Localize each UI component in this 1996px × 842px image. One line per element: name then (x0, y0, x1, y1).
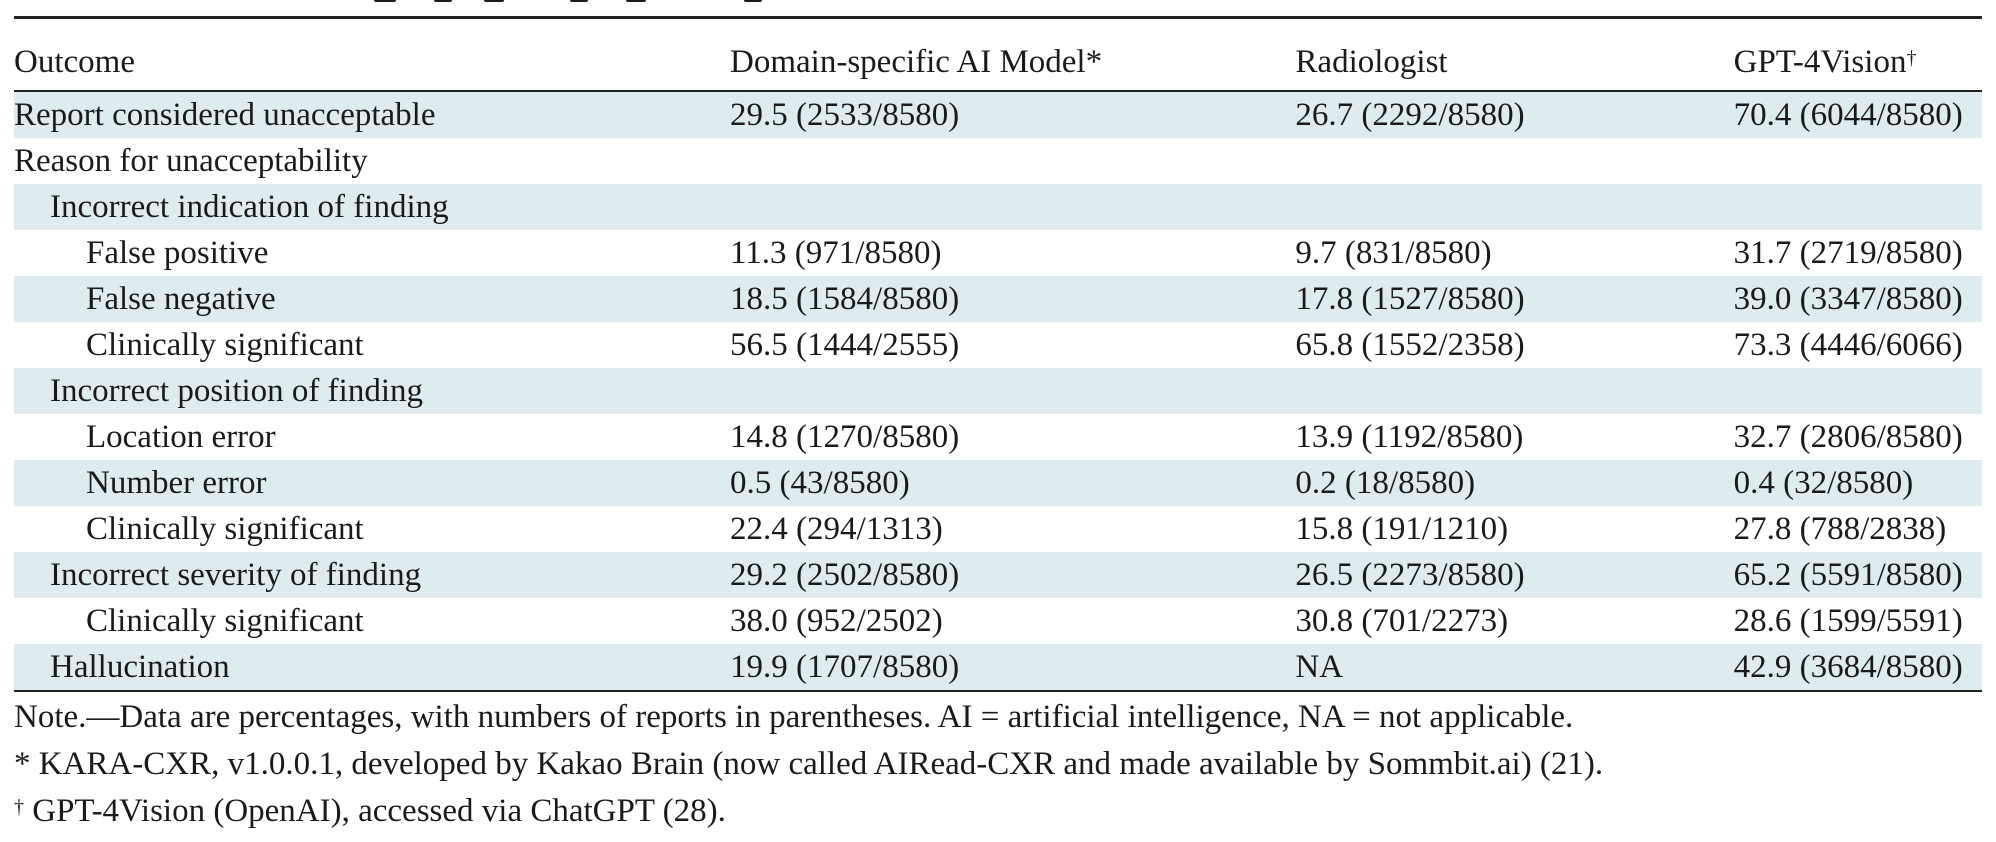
row-label: Location error (86, 419, 276, 455)
table-row: Incorrect severity of finding 29.2 (2502/… (14, 552, 1982, 598)
ai-model-value: 0.5 (43/8580) (730, 460, 1296, 506)
ai-model-value: 56.5 (1444/2555) (730, 327, 960, 363)
gpt-value (1733, 368, 1982, 414)
gpt-value (1733, 184, 1982, 230)
radiologist-value: 15.8 (191/1210) (1295, 511, 1509, 547)
radiologist-value (1295, 138, 1733, 184)
gpt-value: 70.4 (6044/8580) (1733, 91, 1982, 138)
table-row: Incorrect indication of finding (14, 184, 1982, 230)
gpt-value: 0.4 (32/8580) (1733, 460, 1982, 506)
radiologist-value: 30.8 (701/2273) (1295, 603, 1509, 639)
row-label: Incorrect severity of finding (14, 552, 731, 598)
radiologist-value (1295, 184, 1734, 230)
table-row: Hallucination 19.9 (1707/8580) NA 42.9 (368… (14, 644, 1982, 692)
radiologist-value: 0.2 (18/8580) (1295, 460, 1734, 506)
table-row: Clinically significant 38.0 (952/2502) 30.… (14, 598, 1982, 644)
table-body: Report considered unacceptable 29.5 (2533… (14, 91, 1982, 692)
header-radiologist: Radiologist (1295, 34, 1734, 92)
table-row: Report considered unacceptable 29.5 (2533… (14, 91, 1982, 138)
gpt-value: 42.9 (3684/8580) (1733, 644, 1982, 692)
ai-model-value: 29.5 (2533/8580) (730, 91, 1296, 138)
results-table: Outcome Domain-specific AI Model* Radiol… (14, 34, 1982, 692)
table-row: Reason for unacceptability (14, 138, 1982, 184)
ai-model-value: 11.3 (971/8580) (730, 235, 942, 271)
ai-model-value (730, 138, 1295, 184)
table-row: False negative 18.5 (1584/8580) 17.8 (1527… (14, 276, 1982, 322)
table-row: Location error 14.8 (1270/8580) 13.9 (1192… (14, 414, 1982, 460)
row-label: Clinically significant (86, 327, 364, 363)
header-ai-model-mark: * (1085, 44, 1103, 80)
footnote-dagger-text: GPT-4Vision (OpenAI), accessed via ChatG… (24, 793, 726, 829)
row-label: Clinically significant (86, 511, 364, 547)
row-label: Number error (14, 460, 731, 506)
table-row: Number error 0.5 (43/8580) 0.2 (18/8580) 0.… (14, 460, 1982, 506)
table-row: Incorrect position of finding (14, 368, 1982, 414)
radiologist-value: 26.5 (2273/8580) (1295, 552, 1734, 598)
ai-model-value: 22.4 (294/1313) (730, 511, 943, 547)
footnote-dagger-mark: † (14, 796, 24, 818)
ai-model-value: 18.5 (1584/8580) (730, 276, 1296, 322)
cropped-title-fragment (14, 0, 1982, 10)
table-top-rule (14, 16, 1982, 19)
row-label: Hallucination (14, 644, 731, 692)
row-label: Report considered unacceptable (14, 91, 731, 138)
ai-model-value (730, 184, 1296, 230)
row-label: Reason for unacceptability (14, 143, 368, 179)
ai-model-value (730, 368, 1296, 414)
header-ai-model-label: Domain-specific AI Model (730, 44, 1086, 80)
ai-model-value: 38.0 (952/2502) (730, 603, 943, 639)
table-row: False positive 11.3 (971/8580) 9.7 (831/85… (14, 230, 1982, 276)
gpt-value: 31.7 (2719/8580) (1733, 235, 1963, 271)
row-label: False positive (86, 235, 269, 271)
radiologist-value: 9.7 (831/8580) (1295, 235, 1492, 271)
footnote-star: * KARA-CXR, v1.0.0.1, developed by Kakao… (14, 746, 1604, 782)
header-outcome: Outcome (14, 34, 731, 92)
gpt-value: 39.0 (3347/8580) (1733, 276, 1982, 322)
ai-model-value: 29.2 (2502/8580) (730, 552, 1296, 598)
radiologist-value: 65.8 (1552/2358) (1295, 327, 1525, 363)
ai-model-value: 14.8 (1270/8580) (730, 419, 960, 455)
row-label: False negative (14, 276, 731, 322)
row-label: Incorrect position of finding (14, 368, 731, 414)
table-row: Clinically significant 56.5 (1444/2555) 65… (14, 322, 1982, 368)
ai-model-value: 19.9 (1707/8580) (730, 644, 1296, 692)
header-gpt-mark: † (1906, 47, 1917, 69)
gpt-value: 28.6 (1599/5591) (1733, 603, 1963, 639)
table-row: Clinically significant 22.4 (294/1313) 15.… (14, 506, 1982, 552)
header-gpt-label: GPT-4Vision (1733, 44, 1907, 80)
gpt-value: 65.2 (5591/8580) (1733, 552, 1982, 598)
footnote-dagger: † GPT-4Vision (OpenAI), accessed via Cha… (14, 788, 1982, 835)
row-label: Incorrect indication of finding (14, 184, 731, 230)
table-header-row: Outcome Domain-specific AI Model* Radiol… (14, 34, 1982, 92)
table-notes: Note.—Data are percentages, with numbers… (14, 694, 1982, 835)
gpt-value: 73.3 (4446/6066) (1733, 327, 1963, 363)
radiologist-value: 26.7 (2292/8580) (1295, 91, 1734, 138)
radiologist-value: NA (1295, 644, 1734, 692)
note-line: Note.—Data are percentages, with numbers… (14, 699, 1574, 735)
gpt-value: 27.8 (788/2838) (1733, 511, 1947, 547)
radiologist-value: 13.9 (1192/8580) (1295, 419, 1524, 455)
header-ai-model: Domain-specific AI Model* (730, 34, 1296, 92)
gpt-value (1734, 138, 1982, 184)
gpt-value: 32.7 (2806/8580) (1733, 419, 1963, 455)
header-gpt: GPT-4Vision† (1733, 34, 1982, 92)
row-label: Clinically significant (86, 603, 364, 639)
radiologist-value: 17.8 (1527/8580) (1295, 276, 1734, 322)
radiologist-value (1295, 368, 1734, 414)
